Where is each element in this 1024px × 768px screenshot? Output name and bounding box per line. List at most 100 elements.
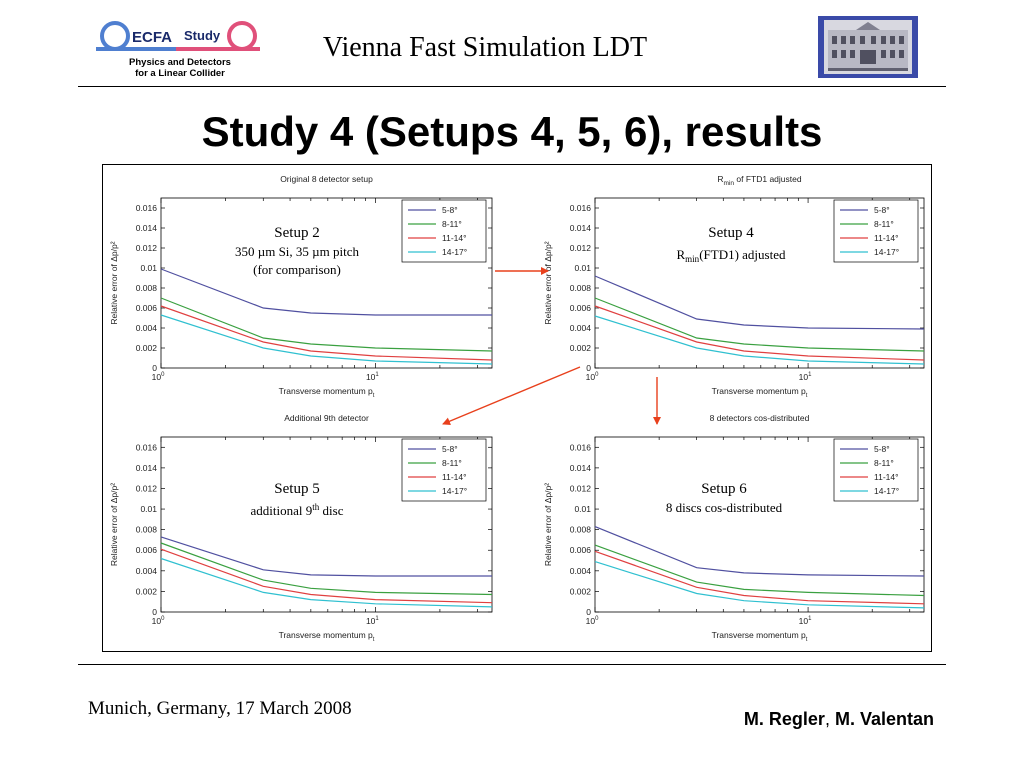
y-axis-label: Relative error of Δp/p² (109, 483, 119, 566)
y-tick-label: 0.016 (136, 442, 158, 452)
series-line-2 (160, 297, 493, 352)
series-line-2 (160, 542, 493, 596)
setup-annotation-line: additional 9th disc (251, 502, 344, 518)
setup-annotation-line: (for comparison) (253, 262, 341, 277)
legend-entry: 8-11° (442, 219, 462, 229)
setup-annotation-line: 8 discs cos-distributed (666, 500, 783, 515)
x-tick-label: 100 (586, 372, 599, 382)
y-tick-label: 0 (586, 607, 591, 617)
series-line-2 (594, 544, 925, 597)
y-tick-label: 0.01 (574, 263, 591, 273)
header-title: Vienna Fast Simulation LDT (322, 32, 648, 63)
legend-entry: 11-14° (874, 472, 899, 482)
legend-entry: 11-14° (874, 233, 899, 243)
y-tick-label: 0.016 (570, 203, 592, 213)
y-tick-label: 0.008 (570, 525, 592, 535)
x-tick-label: 100 (586, 616, 599, 626)
y-tick-label: 0.014 (570, 463, 592, 473)
legend-entry: 14-17° (442, 486, 467, 496)
series-line-4 (160, 557, 493, 608)
legend-entry: 8-11° (874, 219, 894, 229)
footer-authors: M. Regler, M. Valentan (660, 709, 934, 730)
legend-entry: 8-11° (442, 458, 462, 468)
y-tick-label: 0.014 (136, 463, 158, 473)
y-tick-label: 0.002 (570, 586, 592, 596)
footer-rule (78, 664, 946, 665)
y-tick-label: 0.016 (136, 203, 158, 213)
x-axis-label: Transverse momentum pt (279, 386, 375, 399)
chart-panel-4: 8 detectors cos-distributed 0 0.002 0.004 0.… (543, 413, 925, 643)
series-line-1 (594, 275, 925, 330)
chart-panel-3: Additional 9th detector 0 0.002 0.004 0.006 0… (109, 413, 493, 643)
footer-location-date: Munich, Germany, 17 March 2008 (88, 698, 352, 719)
y-tick-label: 0.01 (140, 504, 157, 514)
chart-title: Additional 9th detector (284, 413, 369, 423)
setup-annotation-line: 350 µm Si, 35 µm pitch (235, 244, 360, 259)
legend-entry: 14-17° (874, 247, 899, 257)
setup-annotation-line: Rmin(FTD1) adjusted (677, 247, 786, 264)
legend-entry: 11-14° (442, 233, 467, 243)
y-tick-label: 0 (586, 363, 591, 373)
series-line-3 (594, 550, 925, 605)
header-rule (78, 86, 946, 87)
y-axis-label: Relative error of Δp/p² (543, 483, 553, 566)
series-line-3 (160, 305, 493, 361)
y-tick-label: 0.004 (570, 323, 592, 333)
setup-annotation-title: Setup 5 (274, 481, 319, 497)
series-line-1 (160, 536, 492, 577)
author-regler: M. Regler (743, 709, 825, 729)
legend-entry: 14-17° (874, 486, 899, 496)
y-tick-label: 0.012 (136, 483, 158, 493)
y-tick-label: 0.012 (570, 483, 592, 493)
y-tick-label: 0.012 (570, 243, 592, 253)
y-tick-label: 0.002 (570, 343, 592, 353)
y-tick-label: 0.008 (136, 525, 158, 535)
y-tick-label: 0.012 (136, 243, 158, 253)
x-tick-label: 100 (152, 372, 165, 382)
x-axis-label: Transverse momentum pt (712, 386, 808, 399)
legend-entry: 5-8° (874, 205, 890, 215)
y-tick-label: 0.002 (136, 343, 158, 353)
y-tick-label: 0.008 (136, 283, 158, 293)
y-tick-label: 0.004 (136, 323, 158, 333)
author-valentan: M. Valentan (834, 709, 934, 729)
y-tick-label: 0.008 (570, 283, 592, 293)
series-line-4 (160, 314, 493, 365)
y-tick-label: 0.004 (570, 566, 592, 576)
setup-annotation-title: Setup 4 (708, 225, 754, 241)
y-tick-label: 0.002 (136, 586, 158, 596)
chart-panel-1: Original 8 detector setup 0 0.002 0.004 0.00… (109, 174, 493, 399)
y-axis-label: Relative error of Δp/p² (109, 241, 119, 324)
y-tick-label: 0.004 (136, 566, 158, 576)
legend-entry: 8-11° (874, 458, 894, 468)
setup-annotation-title: Setup 6 (701, 481, 747, 497)
legend-entry: 11-14° (442, 472, 467, 482)
arrow-setup4-to-setup5 (442, 366, 581, 426)
x-axis-label: Transverse momentum pt (712, 630, 808, 643)
series-line-4 (594, 561, 925, 609)
y-tick-label: 0.01 (574, 504, 591, 514)
series-line-4 (594, 315, 925, 365)
y-tick-label: 0.014 (136, 223, 158, 233)
institute-building-seal-icon (818, 16, 918, 78)
logo-brand: ECFA (132, 29, 172, 46)
setup-annotation-title: Setup 2 (274, 225, 319, 241)
legend-entry: 14-17° (442, 247, 467, 257)
legend-entry: 5-8° (442, 444, 458, 454)
legend-entry: 5-8° (874, 444, 890, 454)
y-tick-label: 0.006 (570, 303, 592, 313)
series-line-1 (594, 526, 925, 577)
slide-title: Study 4 (Setups 4, 5, 6), results (201, 108, 823, 155)
y-axis-label: Relative error of Δp/p² (543, 241, 553, 324)
series-line-1 (160, 268, 492, 316)
y-tick-label: 0.014 (570, 223, 592, 233)
y-tick-label: 0.016 (570, 442, 592, 452)
y-tick-label: 0.006 (136, 545, 158, 555)
x-tick-label: 100 (152, 616, 165, 626)
x-tick-label: 101 (799, 372, 812, 382)
logo-word: Study (184, 28, 221, 43)
legend-entry: 5-8° (442, 205, 458, 215)
chart-panel-2: Rmin of FTD1 adjusted 0 0.002 0.004 0.006 0.0… (543, 174, 925, 399)
series-line-3 (160, 548, 493, 604)
